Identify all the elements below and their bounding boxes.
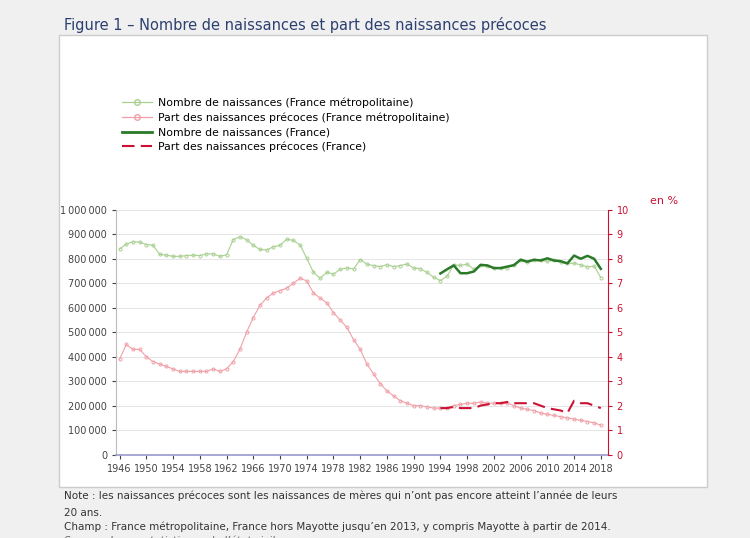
Text: 20 ans.: 20 ans. bbox=[64, 508, 102, 519]
Legend: Nombre de naissances (France métropolitaine), Part des naissances précoces (Fran: Nombre de naissances (France métropolita… bbox=[122, 98, 450, 152]
Text: en %: en % bbox=[650, 195, 678, 206]
Text: Figure 1 – Nombre de naissances et part des naissances précoces: Figure 1 – Nombre de naissances et part … bbox=[64, 17, 546, 33]
Text: Champ : France métropolitaine, France hors Mayotte jusqu’en 2013, y compris Mayo: Champ : France métropolitaine, France ho… bbox=[64, 522, 610, 533]
Text: Note : les naissances précoces sont les naissances de mères qui n’ont pas encore: Note : les naissances précoces sont les … bbox=[64, 491, 617, 501]
Text: Source : Insee, statistiques de l’état civil.: Source : Insee, statistiques de l’état c… bbox=[64, 535, 278, 538]
